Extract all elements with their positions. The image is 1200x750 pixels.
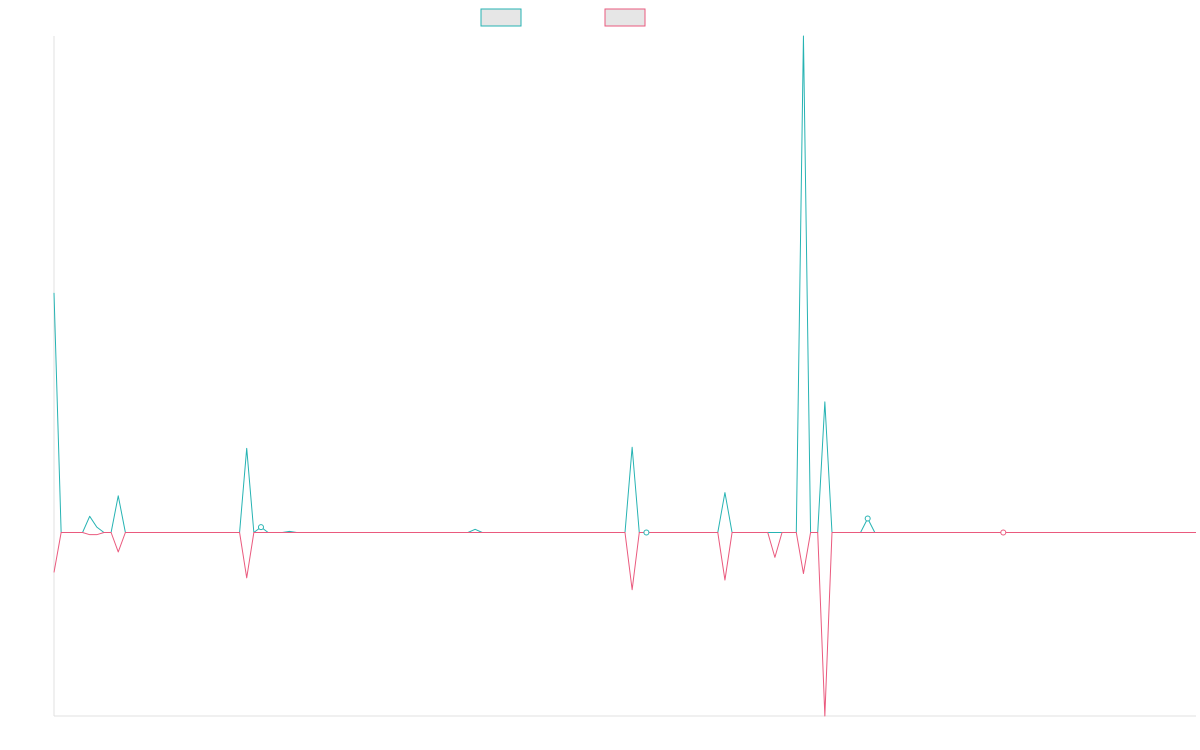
axes: [53, 36, 1196, 717]
legend-swatch-series-1[interactable]: [480, 8, 522, 27]
series-2-line[interactable]: [53, 532, 1196, 717]
series-1-line[interactable]: [53, 35, 1196, 534]
legend-swatch-series-2[interactable]: [604, 8, 646, 27]
series-1-point-marker-2[interactable]: [643, 529, 650, 536]
series-2-point-marker-4[interactable]: [1000, 529, 1007, 536]
marker-layer: [257, 515, 1007, 536]
series-1-point-marker-1[interactable]: [257, 524, 264, 531]
legend: [480, 8, 646, 27]
series-layer: [53, 35, 1196, 717]
series-1-point-marker-3[interactable]: [864, 515, 871, 522]
